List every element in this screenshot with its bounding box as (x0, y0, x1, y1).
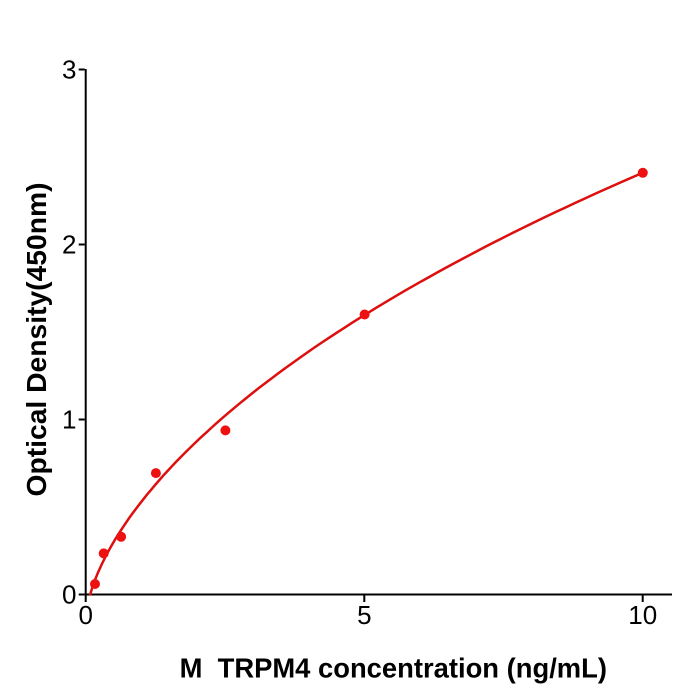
svg-text:3: 3 (62, 55, 76, 85)
svg-text:10: 10 (628, 600, 657, 630)
svg-text:Optical Density(450nm): Optical Density(450nm) (21, 183, 52, 497)
svg-text:2: 2 (62, 230, 76, 260)
svg-text:0: 0 (62, 580, 76, 610)
svg-text:0: 0 (78, 600, 92, 630)
svg-text:1: 1 (62, 405, 76, 435)
svg-text:5: 5 (357, 600, 371, 630)
svg-text:M TRPM4 concentration (ng/mL): M TRPM4 concentration (ng/mL) (180, 653, 607, 684)
